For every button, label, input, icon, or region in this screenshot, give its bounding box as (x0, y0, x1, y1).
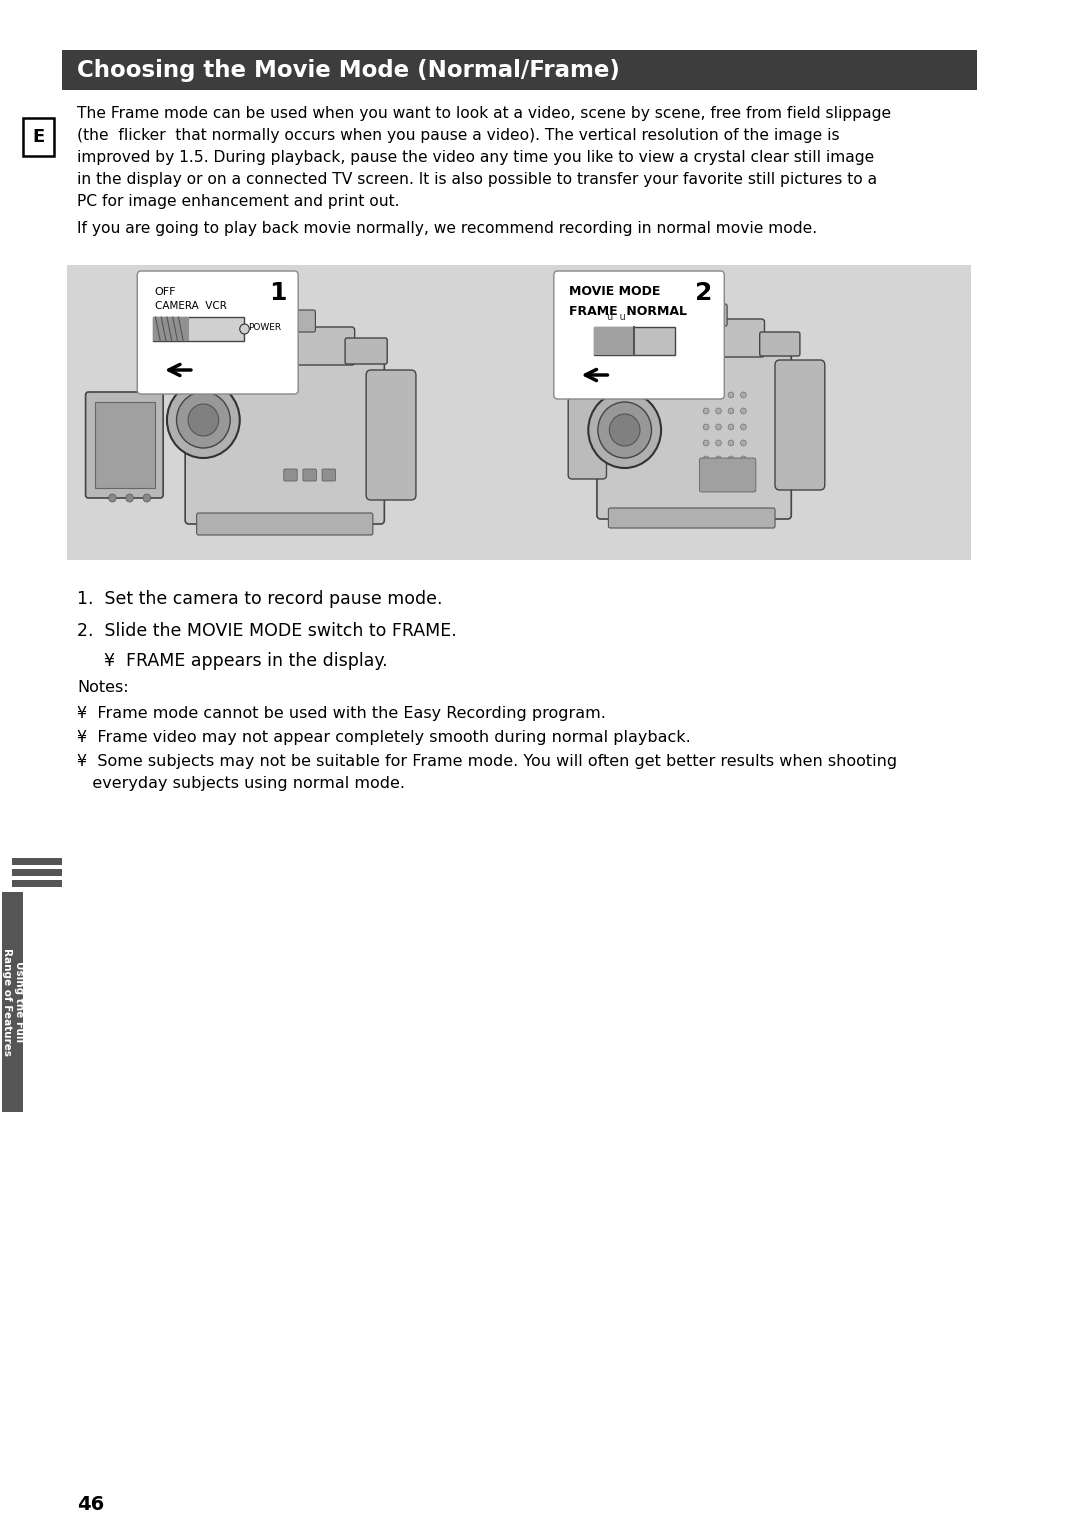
Circle shape (741, 439, 746, 446)
Circle shape (728, 424, 733, 430)
FancyBboxPatch shape (12, 858, 62, 865)
FancyBboxPatch shape (647, 304, 727, 327)
Circle shape (167, 382, 240, 458)
FancyBboxPatch shape (700, 458, 756, 491)
Circle shape (143, 494, 151, 502)
FancyBboxPatch shape (24, 118, 54, 156)
FancyBboxPatch shape (205, 327, 354, 365)
FancyBboxPatch shape (759, 333, 800, 356)
FancyBboxPatch shape (366, 369, 416, 501)
Circle shape (741, 424, 746, 430)
Text: ¥  Some subjects may not be suitable for Frame mode. You will often get better r: ¥ Some subjects may not be suitable for … (77, 754, 897, 769)
Circle shape (703, 456, 708, 462)
Text: 2: 2 (696, 281, 713, 305)
Circle shape (125, 494, 134, 502)
Circle shape (109, 494, 117, 502)
Text: Choosing the Movie Mode (Normal/Frame): Choosing the Movie Mode (Normal/Frame) (77, 58, 620, 81)
FancyBboxPatch shape (185, 356, 384, 523)
Circle shape (188, 404, 218, 436)
Circle shape (728, 439, 733, 446)
Text: CAMERA  VCR: CAMERA VCR (154, 301, 227, 311)
Circle shape (609, 414, 640, 446)
Circle shape (716, 407, 721, 414)
Text: ¥  Frame mode cannot be used with the Easy Recording program.: ¥ Frame mode cannot be used with the Eas… (77, 707, 606, 720)
FancyBboxPatch shape (568, 382, 607, 479)
Text: 2.  Slide the MOVIE MODE switch to FRAME.: 2. Slide the MOVIE MODE switch to FRAME. (77, 623, 457, 639)
Circle shape (176, 392, 230, 449)
FancyBboxPatch shape (594, 327, 634, 356)
FancyBboxPatch shape (284, 468, 297, 481)
FancyBboxPatch shape (137, 272, 298, 394)
FancyBboxPatch shape (67, 266, 971, 560)
Circle shape (716, 392, 721, 398)
Text: The Frame mode can be used when you want to look at a video, scene by scene, fre: The Frame mode can be used when you want… (77, 105, 891, 121)
Text: ¥  Frame video may not appear completely smooth during normal playback.: ¥ Frame video may not appear completely … (77, 729, 691, 745)
FancyBboxPatch shape (62, 50, 977, 90)
Circle shape (728, 456, 733, 462)
Circle shape (703, 392, 708, 398)
Text: everyday subjects using normal mode.: everyday subjects using normal mode. (77, 777, 405, 790)
Text: (the  flicker  that normally occurs when you pause a video). The vertical resolu: (the flicker that normally occurs when y… (77, 128, 839, 143)
FancyBboxPatch shape (2, 893, 24, 1112)
FancyBboxPatch shape (617, 319, 765, 357)
FancyBboxPatch shape (554, 272, 725, 398)
FancyBboxPatch shape (594, 327, 675, 356)
FancyBboxPatch shape (197, 513, 373, 536)
Circle shape (703, 424, 708, 430)
Text: 1: 1 (269, 281, 286, 305)
Text: 46: 46 (77, 1495, 104, 1514)
Circle shape (716, 424, 721, 430)
Text: POWER: POWER (248, 322, 282, 331)
Text: OFF: OFF (154, 287, 176, 298)
FancyBboxPatch shape (322, 468, 336, 481)
FancyBboxPatch shape (152, 317, 189, 340)
Circle shape (240, 324, 249, 334)
Circle shape (589, 392, 661, 468)
Text: If you are going to play back movie normally, we recommend recording in normal m: If you are going to play back movie norm… (77, 221, 818, 237)
FancyBboxPatch shape (12, 868, 62, 876)
Circle shape (716, 439, 721, 446)
Circle shape (728, 407, 733, 414)
Text: Notes:: Notes: (77, 681, 129, 694)
Text: E: E (32, 128, 44, 146)
FancyBboxPatch shape (597, 346, 792, 519)
Circle shape (716, 456, 721, 462)
Text: improved by 1.5. During playback, pause the video any time you like to view a cr: improved by 1.5. During playback, pause … (77, 150, 874, 165)
FancyBboxPatch shape (152, 317, 244, 340)
FancyBboxPatch shape (85, 392, 163, 497)
Circle shape (741, 456, 746, 462)
Text: PC for image enhancement and print out.: PC for image enhancement and print out. (77, 194, 400, 209)
FancyBboxPatch shape (775, 360, 825, 490)
Circle shape (741, 392, 746, 398)
FancyBboxPatch shape (12, 881, 62, 887)
Text: MOVIE MODE: MOVIE MODE (569, 285, 661, 298)
Circle shape (598, 401, 651, 458)
Text: Using the Full
Range of Features: Using the Full Range of Features (2, 948, 24, 1056)
FancyBboxPatch shape (235, 310, 315, 333)
FancyBboxPatch shape (303, 468, 316, 481)
Text: u  u: u u (607, 311, 626, 322)
Text: 1.  Set the camera to record pause mode.: 1. Set the camera to record pause mode. (77, 591, 443, 607)
FancyBboxPatch shape (608, 508, 775, 528)
Text: in the display or on a connected TV screen. It is also possible to transfer your: in the display or on a connected TV scre… (77, 172, 877, 188)
Circle shape (703, 407, 708, 414)
Circle shape (741, 407, 746, 414)
Circle shape (728, 392, 733, 398)
Circle shape (703, 439, 708, 446)
FancyBboxPatch shape (346, 337, 388, 365)
Text: FRAME  NORMAL: FRAME NORMAL (569, 305, 687, 317)
FancyBboxPatch shape (95, 401, 154, 488)
Text: ¥  FRAME appears in the display.: ¥ FRAME appears in the display. (104, 652, 388, 670)
